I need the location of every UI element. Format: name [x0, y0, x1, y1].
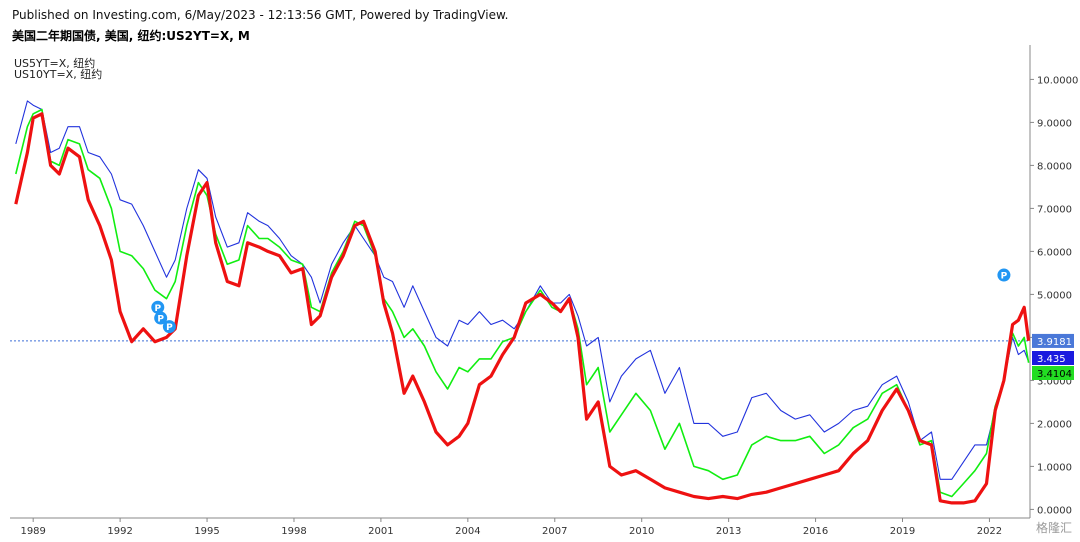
- p-marker-label: P: [157, 315, 164, 325]
- price-label-us5y: 3.4104: [1037, 369, 1072, 380]
- legend: US5YT=X, 纽约 US10YT=X, 纽约: [14, 58, 102, 80]
- price-label-us2y-bg: [1032, 333, 1074, 348]
- chart-title: 美国二年期国债, 美国, 纽约:US2YT=X, M: [12, 29, 250, 43]
- price-label-us2y: 3.9181: [1037, 337, 1072, 348]
- x-tick-label: 2022: [977, 526, 1002, 537]
- x-tick-label: 2013: [716, 526, 741, 537]
- y-tick-label: 8.0000: [1037, 161, 1072, 172]
- p-marker-1: [154, 311, 168, 325]
- x-tick-label: 2016: [803, 526, 828, 537]
- price-label-us10y: 3.435: [1037, 354, 1066, 365]
- x-tick-label: 1995: [194, 526, 219, 537]
- x-tick-label: 1989: [20, 526, 45, 537]
- p-marker-label: P: [1001, 272, 1008, 282]
- y-tick-label: 10.0000: [1037, 75, 1078, 86]
- legend-item-us10y: US10YT=X, 纽约: [14, 68, 103, 81]
- x-tick-label: 2001: [368, 526, 393, 537]
- x-tick-label: 2004: [455, 526, 480, 537]
- y-tick-label: 2.0000: [1037, 419, 1072, 430]
- y-tick-label: 7.0000: [1037, 204, 1072, 215]
- p-marker-label: P: [166, 323, 173, 333]
- series-line-us5y: [15, 108, 1030, 498]
- p-marker-2: [162, 320, 176, 334]
- p-marker-3: [997, 268, 1011, 282]
- p-marker-0: [151, 300, 165, 314]
- y-tick-label: 0.0000: [1037, 505, 1072, 516]
- p-marker-label: P: [154, 304, 161, 314]
- y-tick-label: 9.0000: [1037, 118, 1072, 129]
- series-line-us10y: [15, 100, 1030, 480]
- watermark-logo: 格隆汇: [1035, 521, 1072, 535]
- price-label-us5y-bg: [1032, 366, 1074, 380]
- price-label-us10y-bg: [1032, 351, 1074, 365]
- published-note: Published on Investing.com, 6/May/2023 -…: [12, 8, 509, 22]
- x-tick-label: 1998: [281, 526, 306, 537]
- y-tick-label: 5.0000: [1037, 290, 1072, 301]
- x-tick-label: 2010: [629, 526, 654, 537]
- x-tick-label: 1992: [107, 526, 132, 537]
- y-tick-label: 6.0000: [1037, 247, 1072, 258]
- y-tick-label: 1.0000: [1037, 462, 1072, 473]
- y-tick-label: 3.0000: [1037, 376, 1072, 387]
- legend-item-us5y: US5YT=X, 纽约: [14, 57, 96, 70]
- x-tick-label: 2007: [542, 526, 567, 537]
- series-line-us2y: [14, 112, 1031, 505]
- x-tick-label: 2019: [890, 526, 915, 537]
